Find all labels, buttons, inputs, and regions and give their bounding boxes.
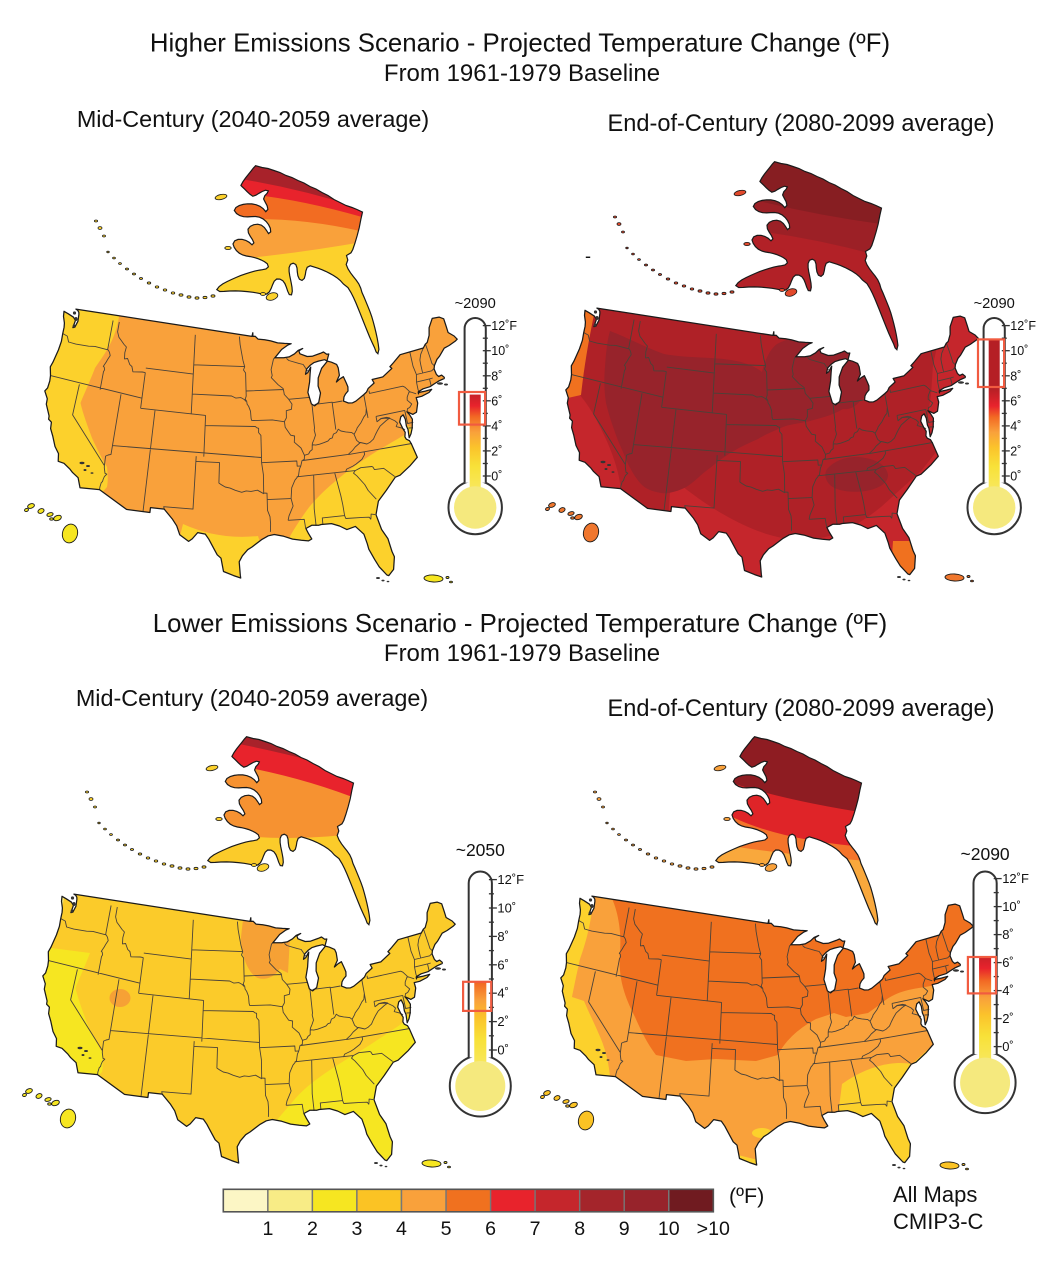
svg-text:4˚: 4˚ bbox=[1010, 419, 1021, 433]
svg-text:4˚: 4˚ bbox=[1002, 983, 1014, 998]
svg-text:2˚: 2˚ bbox=[491, 444, 502, 458]
svg-text:~2090: ~2090 bbox=[455, 296, 496, 312]
svg-text:12˚F: 12˚F bbox=[1010, 319, 1036, 333]
svg-text:4˚: 4˚ bbox=[497, 986, 509, 1001]
svg-text:Higher Emissions Scenario - Pr: Higher Emissions Scenario - Projected Te… bbox=[150, 30, 890, 58]
svg-text:6˚: 6˚ bbox=[491, 394, 502, 408]
svg-text:10˚: 10˚ bbox=[1002, 899, 1021, 914]
svg-text:12˚F: 12˚F bbox=[491, 319, 517, 333]
svg-text:10˚: 10˚ bbox=[491, 344, 509, 358]
svg-text:10˚: 10˚ bbox=[497, 901, 516, 916]
svg-text:-: - bbox=[585, 246, 591, 266]
svg-text:6˚: 6˚ bbox=[1010, 394, 1021, 408]
svg-text:2: 2 bbox=[307, 1218, 318, 1240]
svg-text:2˚: 2˚ bbox=[1010, 444, 1021, 458]
svg-text:Lower Emissions Scenario - Pro: Lower Emissions Scenario - Projected Tem… bbox=[153, 610, 887, 638]
svg-text:10: 10 bbox=[658, 1218, 680, 1240]
svg-text:7: 7 bbox=[530, 1218, 541, 1240]
svg-text:From 1961-1979 Baseline: From 1961-1979 Baseline bbox=[384, 640, 660, 667]
svg-text:12˚F: 12˚F bbox=[497, 872, 524, 887]
svg-text:0˚: 0˚ bbox=[1002, 1039, 1014, 1054]
svg-text:8˚: 8˚ bbox=[1002, 927, 1014, 942]
svg-text:3: 3 bbox=[351, 1218, 362, 1240]
svg-text:0˚: 0˚ bbox=[491, 470, 502, 484]
svg-text:1: 1 bbox=[262, 1218, 273, 1240]
svg-text:~2050: ~2050 bbox=[456, 840, 505, 860]
svg-text:4: 4 bbox=[396, 1218, 407, 1240]
svg-text:>10: >10 bbox=[697, 1218, 730, 1240]
svg-text:All Maps: All Maps bbox=[893, 1182, 977, 1207]
svg-text:2˚: 2˚ bbox=[497, 1014, 509, 1029]
svg-text:~2090: ~2090 bbox=[974, 296, 1015, 312]
svg-text:6: 6 bbox=[485, 1218, 496, 1240]
svg-text:CMIP3-C: CMIP3-C bbox=[893, 1209, 984, 1234]
svg-text:6˚: 6˚ bbox=[1002, 955, 1014, 970]
svg-text:8˚: 8˚ bbox=[491, 369, 502, 383]
svg-text:9: 9 bbox=[619, 1218, 630, 1240]
svg-text:0˚: 0˚ bbox=[1010, 470, 1021, 484]
svg-text:4˚: 4˚ bbox=[491, 419, 502, 433]
svg-text:6˚: 6˚ bbox=[497, 957, 509, 972]
svg-text:Mid-Century (2040-2059 average: Mid-Century (2040-2059 average) bbox=[77, 106, 429, 132]
svg-text:10˚: 10˚ bbox=[1010, 344, 1028, 358]
svg-text:Mid-Century (2040-2059 average: Mid-Century (2040-2059 average) bbox=[76, 685, 428, 711]
svg-text:From 1961-1979 Baseline: From 1961-1979 Baseline bbox=[384, 60, 660, 87]
svg-text:End-of-Century (2080-2099 aver: End-of-Century (2080-2099 average) bbox=[608, 111, 995, 137]
svg-text:5: 5 bbox=[441, 1218, 452, 1240]
svg-text:2˚: 2˚ bbox=[1002, 1011, 1014, 1026]
svg-text:~2090: ~2090 bbox=[961, 844, 1010, 864]
svg-text:8˚: 8˚ bbox=[497, 929, 509, 944]
svg-text:12˚F: 12˚F bbox=[1002, 871, 1029, 886]
svg-text:(ºF): (ºF) bbox=[729, 1184, 764, 1208]
svg-text:8: 8 bbox=[574, 1218, 585, 1240]
svg-text:8˚: 8˚ bbox=[1010, 369, 1021, 383]
svg-text:End-of-Century (2080-2099 aver: End-of-Century (2080-2099 average) bbox=[608, 696, 995, 722]
svg-text:0˚: 0˚ bbox=[497, 1043, 509, 1058]
